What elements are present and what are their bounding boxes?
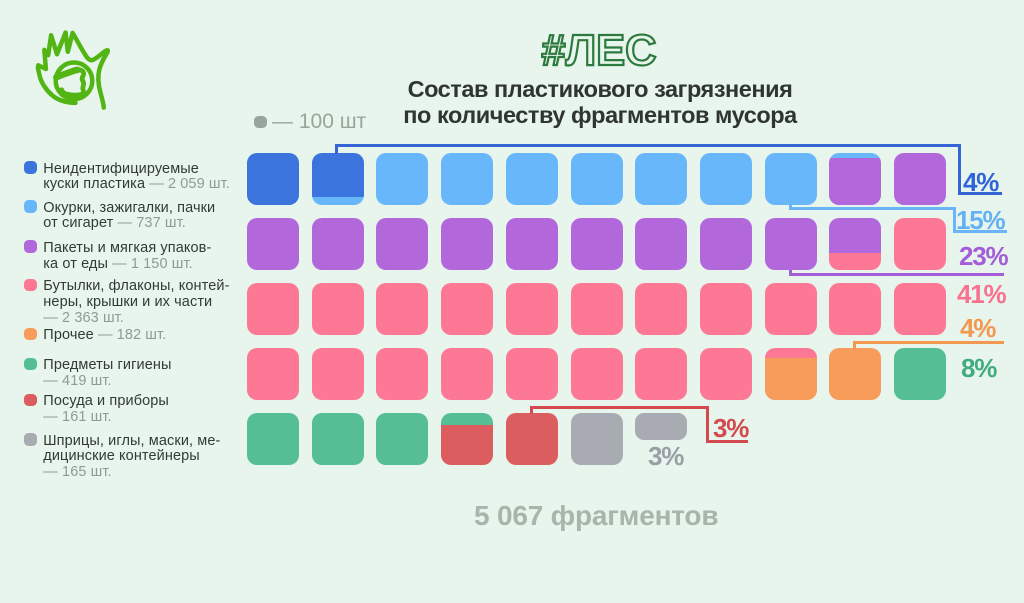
svg-text:#ЛЕС: #ЛЕС [541, 27, 656, 75]
